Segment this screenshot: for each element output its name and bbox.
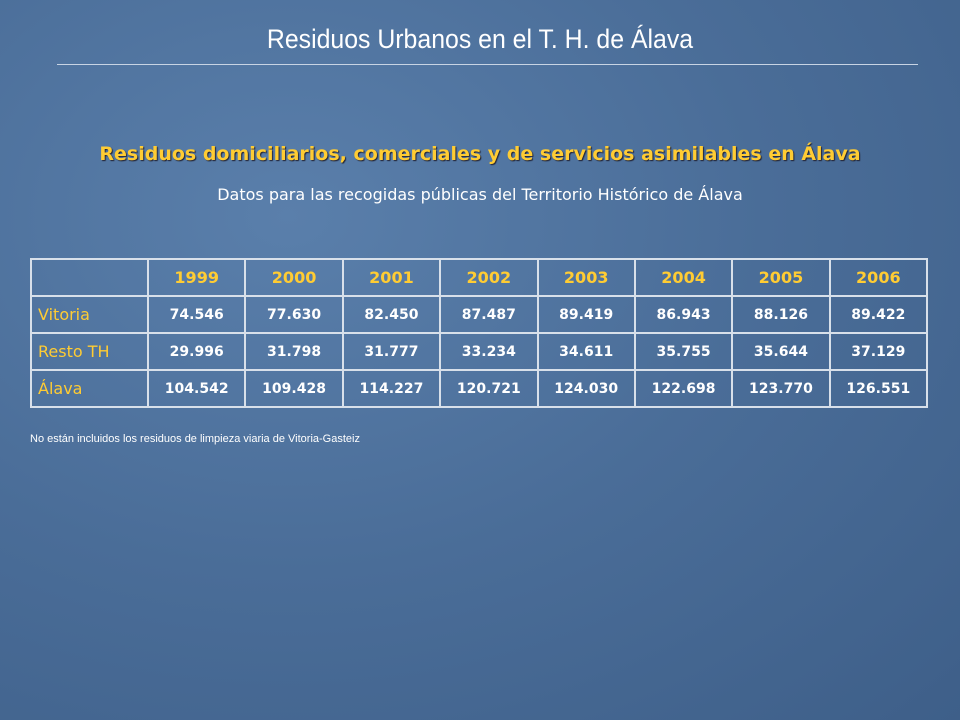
heading: Residuos domiciliarios, comerciales y de… bbox=[99, 143, 861, 165]
year-header: 2005 bbox=[731, 258, 831, 297]
value-cell: 86.943 bbox=[633, 295, 734, 334]
value-cell: 123.770 bbox=[731, 369, 831, 408]
year-header: 2001 bbox=[341, 258, 442, 297]
table-row: Álava 104.542 109.428 114.227 120.721 124.030… bbox=[30, 369, 929, 408]
year-header: 2006 bbox=[828, 258, 929, 297]
year-header: 2004 bbox=[633, 258, 734, 297]
data-table: 1999 2000 2001 2002 2003 2004 2005 2006 Vitoria 7… bbox=[30, 258, 929, 408]
header-row: 1999 2000 2001 2002 2003 2004 2005 2006 bbox=[30, 258, 929, 297]
value-cell: 29.996 bbox=[146, 332, 247, 371]
description: Datos para las recogidas públicas del Te… bbox=[217, 185, 743, 204]
row-label: Álava bbox=[30, 369, 149, 408]
value-cell: 35.755 bbox=[633, 332, 734, 371]
value-cell: 74.546 bbox=[146, 295, 247, 334]
year-header: 1999 bbox=[146, 258, 247, 297]
year-header: 2000 bbox=[244, 258, 344, 297]
value-cell: 34.611 bbox=[536, 332, 636, 371]
year-header: 2003 bbox=[536, 258, 636, 297]
row-label: Vitoria bbox=[30, 295, 149, 334]
value-cell: 87.487 bbox=[439, 295, 539, 334]
value-cell: 31.798 bbox=[244, 332, 344, 371]
value-cell: 126.551 bbox=[828, 369, 929, 408]
table-row: Vitoria 74.546 77.630 82.450 87.487 89.419 86.… bbox=[30, 295, 929, 334]
value-cell: 104.542 bbox=[146, 369, 247, 408]
value-cell: 31.777 bbox=[341, 332, 442, 371]
value-cell: 35.644 bbox=[731, 332, 831, 371]
title-rule bbox=[57, 64, 918, 65]
value-cell: 77.630 bbox=[244, 295, 344, 334]
value-cell: 82.450 bbox=[341, 295, 442, 334]
value-cell: 109.428 bbox=[244, 369, 344, 408]
value-cell: 88.126 bbox=[731, 295, 831, 334]
value-cell: 37.129 bbox=[828, 332, 929, 371]
value-cell: 114.227 bbox=[341, 369, 442, 408]
value-cell: 124.030 bbox=[536, 369, 636, 408]
value-cell: 120.721 bbox=[439, 369, 539, 408]
value-cell: 89.422 bbox=[828, 295, 929, 334]
year-header: 2002 bbox=[439, 258, 539, 297]
value-cell: 89.419 bbox=[536, 295, 636, 334]
footnote: No están incluidos los residuos de limpi… bbox=[30, 433, 360, 445]
table-row: Resto TH 29.996 31.798 31.777 33.234 34.611 35… bbox=[30, 332, 929, 371]
value-cell: 122.698 bbox=[633, 369, 734, 408]
corner-cell bbox=[30, 258, 149, 297]
title: Residuos Urbanos en el T. H. de Álava bbox=[266, 24, 694, 54]
value-cell: 33.234 bbox=[439, 332, 539, 371]
row-label: Resto TH bbox=[30, 332, 149, 371]
